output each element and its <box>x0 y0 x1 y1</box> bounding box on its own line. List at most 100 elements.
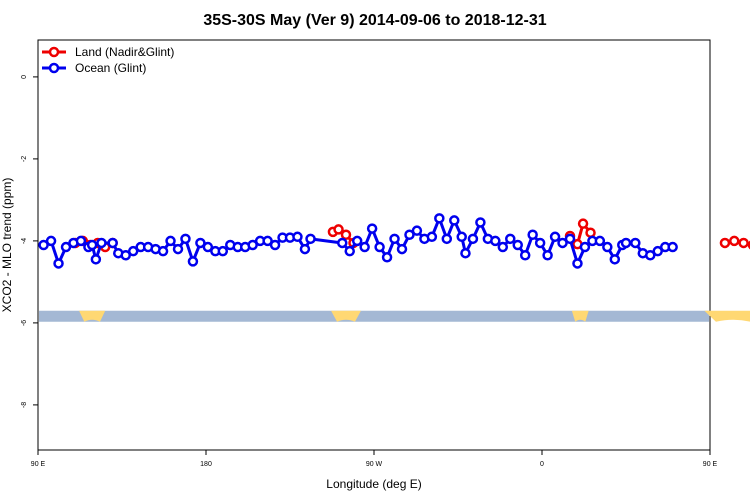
ocean-series-point <box>512 239 523 251</box>
ocean-series-point <box>475 217 486 228</box>
y-axis-label: XCO2 - MLO trend (ppm) <box>0 178 14 313</box>
ocean-series-point <box>549 231 561 243</box>
legend-ocean-marker <box>48 62 60 74</box>
ocean-series-point <box>381 252 393 263</box>
ocean-series-point <box>404 229 415 240</box>
x-tick-label: 90 W <box>366 461 383 468</box>
legend: Land (Nadir&Glint) Ocean (Glint) <box>42 45 174 75</box>
land-ocean-band <box>39 310 750 322</box>
ocean-series-point <box>374 241 385 253</box>
ocean-series-point <box>620 237 632 249</box>
land-series-point <box>719 237 731 249</box>
x-tick-label: 180 <box>200 461 212 468</box>
ocean-series-point <box>305 233 316 245</box>
x-axis: 90 E 180 90 W 0 90 E <box>31 450 718 468</box>
land-series-point <box>738 237 749 249</box>
ocean-series-point <box>187 256 199 267</box>
ocean-series-point <box>456 231 467 243</box>
y-tick-label: -4 <box>21 238 28 244</box>
ocean-series-point <box>490 235 501 247</box>
y-tick-label: -8 <box>21 402 28 408</box>
ocean-series-point <box>630 237 641 249</box>
ocean-series-point <box>262 235 273 247</box>
ocean-series-point <box>127 245 139 257</box>
y-tick-label: 0 <box>21 75 28 79</box>
ocean-series-point <box>389 233 400 245</box>
y-tick-label: -6 <box>21 320 28 326</box>
ocean-series-point <box>527 229 538 240</box>
ocean-series-point <box>172 243 184 255</box>
land-series-point <box>585 227 596 238</box>
ocean-series-point <box>426 231 438 243</box>
ocean-series-point <box>467 233 479 245</box>
ocean-series-point <box>195 237 206 249</box>
ocean-series-point <box>602 241 613 253</box>
ocean-series-point <box>217 245 229 257</box>
ocean-series-point <box>449 215 460 226</box>
ocean-series-point <box>60 241 72 253</box>
land-band-segment <box>704 310 750 322</box>
land-band-segment <box>79 310 106 322</box>
ocean-series-point <box>359 241 370 253</box>
ocean-series-point <box>441 233 453 245</box>
ocean-series-point <box>344 245 355 257</box>
x-tick-label: 0 <box>540 461 544 468</box>
ocean-series-point <box>107 237 118 249</box>
plot-area <box>37 39 750 451</box>
ocean-series-point <box>96 237 107 249</box>
ocean-series-point <box>53 258 64 269</box>
ocean-series-point <box>247 239 258 251</box>
ocean-series-point <box>351 235 363 247</box>
ocean-series-point <box>505 233 516 245</box>
ocean-series-point <box>292 231 303 243</box>
land-series-point <box>577 218 589 229</box>
ocean-series-point <box>557 237 568 249</box>
ocean-series-point <box>434 213 445 224</box>
ocean-series-point <box>180 233 191 245</box>
y-tick-label: -2 <box>21 156 28 162</box>
ocean-series-point <box>45 235 57 247</box>
x-tick-label: 90 E <box>703 461 718 468</box>
ocean-series-point <box>460 247 471 259</box>
ocean-series-point <box>396 243 408 255</box>
ocean-series-point <box>75 235 87 247</box>
ocean-series-point <box>534 237 546 249</box>
ocean-series-point <box>667 241 678 253</box>
land-series-point <box>729 235 740 247</box>
ocean-series-point <box>120 250 131 261</box>
ocean-series-point <box>564 233 576 245</box>
ocean-series-point <box>202 241 214 253</box>
ocean-series-point <box>519 250 531 261</box>
ocean-series-point <box>337 237 348 249</box>
ocean-series-point <box>38 239 49 251</box>
x-axis-label: Longitude (deg E) <box>326 477 421 491</box>
legend-land-marker <box>48 46 60 58</box>
ocean-series-point <box>90 254 102 265</box>
ocean-series-point <box>645 250 656 261</box>
land-band-segment <box>571 310 589 322</box>
ocean-series-point <box>366 223 378 234</box>
ocean-series-point <box>269 239 281 251</box>
land-band-segment <box>331 310 361 322</box>
chart-title: 35S-30S May (Ver 9) 2014-09-06 to 2018-1… <box>203 12 546 29</box>
ocean-band <box>39 310 709 322</box>
ocean-series-point <box>165 235 176 247</box>
ocean-series-point <box>497 241 509 253</box>
ocean-series-point <box>652 245 663 257</box>
ocean-series-point <box>594 235 606 247</box>
ocean-series-point <box>299 243 311 255</box>
ocean-series-point <box>579 241 591 253</box>
land-series-point <box>340 229 352 240</box>
ocean-series-point <box>609 254 621 265</box>
series-layer <box>38 213 750 269</box>
ocean-series-point <box>542 250 553 261</box>
ocean-series-point <box>411 225 423 236</box>
y-axis: 0 -2 -4 -6 -8 <box>21 75 38 408</box>
legend-ocean-label: Ocean (Glint) <box>75 61 146 75</box>
ocean-series-point <box>572 258 583 269</box>
ocean-series-point <box>86 239 98 251</box>
legend-land-label: Land (Nadir&Glint) <box>75 45 174 59</box>
x-tick-label: 90 E <box>31 461 46 468</box>
land-series-point <box>333 224 344 235</box>
